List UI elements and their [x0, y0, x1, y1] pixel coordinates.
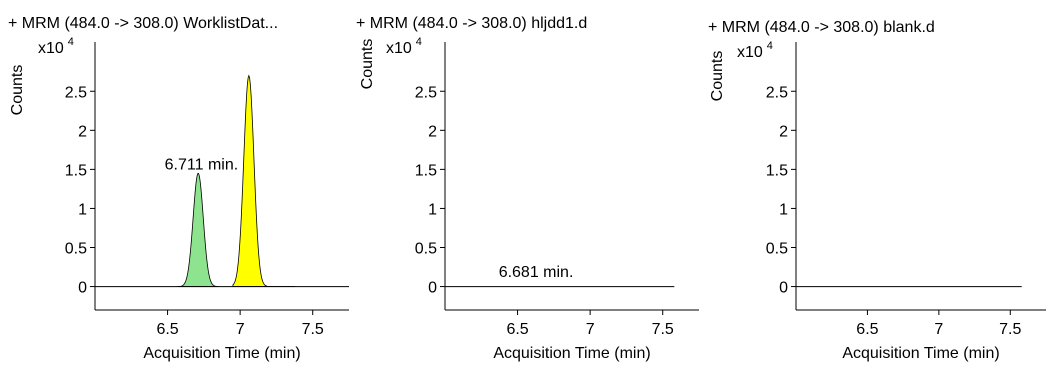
peak-area-2 — [232, 74, 296, 287]
y-axis-label: Counts — [709, 51, 726, 102]
y-tick-label: 0 — [779, 280, 788, 297]
y-multiplier-exponent: 4 — [68, 36, 74, 48]
x-tick-label: 7.5 — [302, 321, 324, 338]
y-tick-label: 1 — [428, 201, 437, 218]
y-tick-label: 2 — [779, 123, 788, 140]
y-multiplier-base: x10 — [38, 40, 64, 57]
x-tick-label: 6.5 — [856, 321, 878, 338]
x-tick-label: 7 — [586, 321, 595, 338]
chart-panel-1: + MRM (484.0 -> 308.0) WorklistDat... x10… — [8, 15, 349, 362]
x-tick-label: 6.5 — [506, 321, 528, 338]
y-tick-label: 1 — [78, 201, 87, 218]
chart-panel-3: + MRM (484.0 -> 308.0) blank.d x10 4 Counts… — [708, 19, 1046, 362]
y-tick-label: 1.5 — [766, 162, 788, 179]
x-tick-label: 6.5 — [156, 321, 178, 338]
y-tick-label: 0 — [428, 280, 437, 297]
y-multiplier-base: x10 — [386, 40, 412, 57]
x-axis-label: Acquisition Time (min) — [143, 345, 300, 362]
y-tick-label: 0.5 — [415, 241, 437, 258]
x-tick-label: 7.5 — [652, 321, 674, 338]
chart-panel-2: + MRM (484.0 -> 308.0) hljdd1.d x10 4 Count… — [356, 15, 699, 362]
y-tick-label: 1 — [779, 201, 788, 218]
panel-title: + MRM (484.0 -> 308.0) WorklistDat... — [8, 15, 278, 32]
y-multiplier: x10 4 — [38, 36, 74, 57]
y-multiplier: x10 4 — [386, 36, 422, 57]
y-axis-label: Counts — [9, 65, 26, 116]
y-tick-label: 2.5 — [766, 84, 788, 101]
y-multiplier-exponent: 4 — [767, 40, 773, 52]
y-tick-label: 2.5 — [65, 84, 87, 101]
y-multiplier-base: x10 — [737, 44, 763, 61]
y-axis-label: Counts — [359, 39, 376, 90]
x-tick-label: 7 — [934, 321, 943, 338]
y-tick-label: 0.5 — [65, 241, 87, 258]
panel-title: + MRM (484.0 -> 308.0) hljdd1.d — [356, 15, 587, 32]
y-tick-label: 0 — [78, 280, 87, 297]
y-tick-label: 2 — [428, 123, 437, 140]
x-tick-label: 7.5 — [999, 321, 1021, 338]
y-tick-label: 0.5 — [766, 241, 788, 258]
peak-annotation: 6.711 min. — [165, 156, 239, 173]
peak-area-1 — [177, 172, 219, 287]
y-tick-label: 2.5 — [415, 84, 437, 101]
y-tick-label: 1.5 — [65, 162, 87, 179]
x-axis-label: Acquisition Time (min) — [842, 345, 999, 362]
y-multiplier: x10 4 — [737, 40, 773, 61]
y-tick-label: 2 — [78, 123, 87, 140]
y-multiplier-exponent: 4 — [416, 36, 422, 48]
x-tick-label: 7 — [236, 321, 245, 338]
y-tick-label: 1.5 — [415, 162, 437, 179]
peak-annotation: 6.681 min. — [499, 264, 574, 281]
x-axis-label: Acquisition Time (min) — [493, 345, 650, 362]
panel-title: + MRM (484.0 -> 308.0) blank.d — [708, 19, 935, 36]
